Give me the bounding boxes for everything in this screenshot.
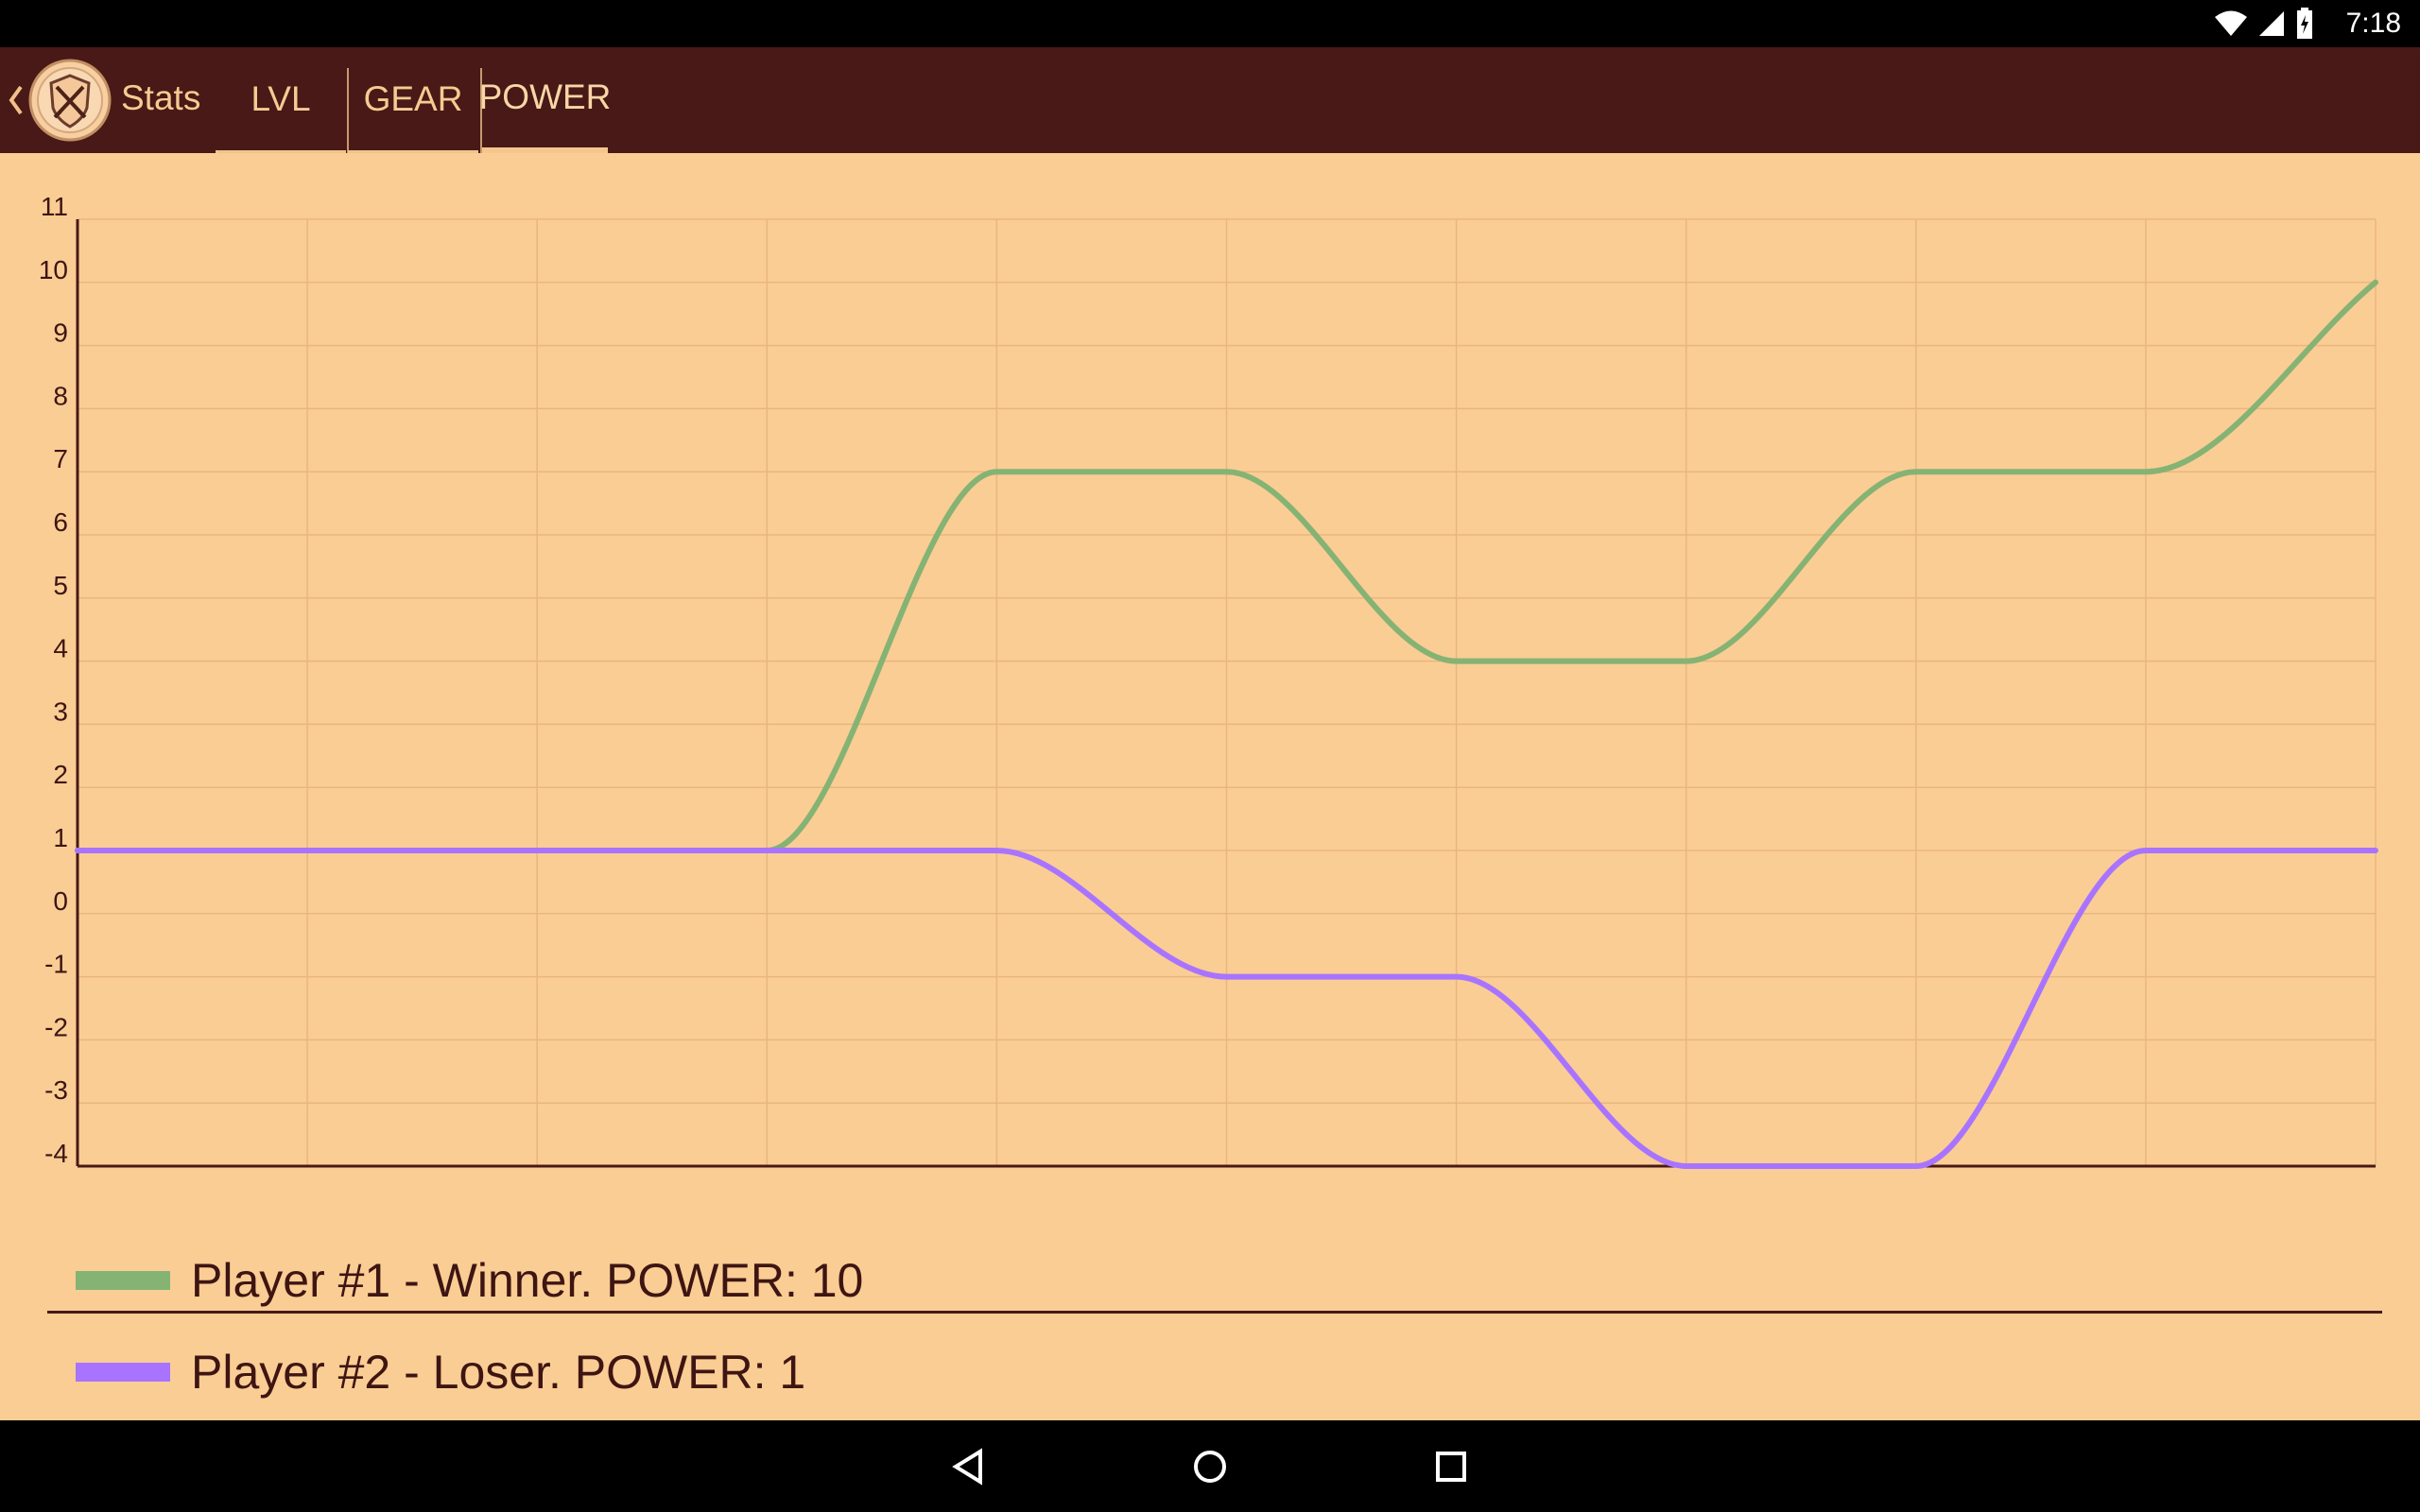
y-tick-label: 10: [39, 255, 68, 284]
battery-charging-icon: [2297, 8, 2312, 39]
legend-label-player-2: Player #2 - Loser. POWER: 1: [191, 1346, 806, 1399]
y-tick-label: -4: [44, 1139, 68, 1168]
legend-item-player-2: Player #2 - Loser. POWER: 1: [47, 1330, 2382, 1415]
home-circle-icon[interactable]: [1186, 1443, 1234, 1490]
legend-divider: [47, 1311, 2382, 1314]
app-bar: Stats LVL GEAR POWER: [0, 47, 2420, 153]
tab-lvl[interactable]: LVL: [216, 47, 346, 153]
y-tick-label: 1: [53, 823, 68, 852]
app-title: Stats: [121, 78, 201, 117]
wifi-icon: [2215, 10, 2247, 36]
chevron-left-icon[interactable]: [4, 81, 26, 119]
back-triangle-icon[interactable]: [945, 1443, 993, 1490]
y-tick-label: 11: [41, 192, 68, 221]
y-tick-label: 9: [53, 318, 68, 348]
y-tick-label: 2: [53, 760, 68, 789]
y-tick-label: 3: [53, 696, 68, 726]
y-tick-label: 8: [53, 381, 68, 410]
status-icons: [2214, 8, 2314, 40]
legend-swatch-player-1: [76, 1271, 170, 1290]
stats-content: 11 10 9 8 7 6 5 4 3 2 1 0 -1 -2 -3 -4 Player #1 - Winne…: [0, 153, 2420, 1420]
y-tick-label: 7: [53, 444, 68, 473]
cell-signal-icon: [2259, 11, 2284, 36]
shield-crossed-swords-icon[interactable]: [28, 59, 112, 142]
tab-gear[interactable]: GEAR: [348, 47, 478, 153]
y-tick-label: 6: [53, 507, 68, 537]
y-tick-label: 5: [53, 571, 68, 600]
y-tick-label: 4: [53, 634, 68, 663]
status-bar: 7:18: [0, 0, 2420, 47]
tab-divider: [480, 68, 482, 153]
legend-label-player-1: Player #1 - Winner. POWER: 10: [191, 1254, 864, 1307]
legend-swatch-player-2: [76, 1363, 170, 1382]
legend-item-player-1: Player #1 - Winner. POWER: 10: [47, 1238, 2382, 1323]
y-tick-label: -1: [44, 950, 68, 979]
y-tick-label: -3: [44, 1075, 68, 1105]
series-line-player-2: [75, 848, 2378, 1169]
tab-divider: [347, 68, 349, 153]
status-time: 7:18: [2345, 8, 2401, 39]
nav-bar: [0, 1420, 2420, 1512]
y-tick-label: -2: [44, 1012, 68, 1041]
tab-power[interactable]: POWER: [479, 47, 611, 153]
recents-square-icon[interactable]: [1427, 1443, 1475, 1490]
y-tick-label: 0: [53, 886, 68, 916]
